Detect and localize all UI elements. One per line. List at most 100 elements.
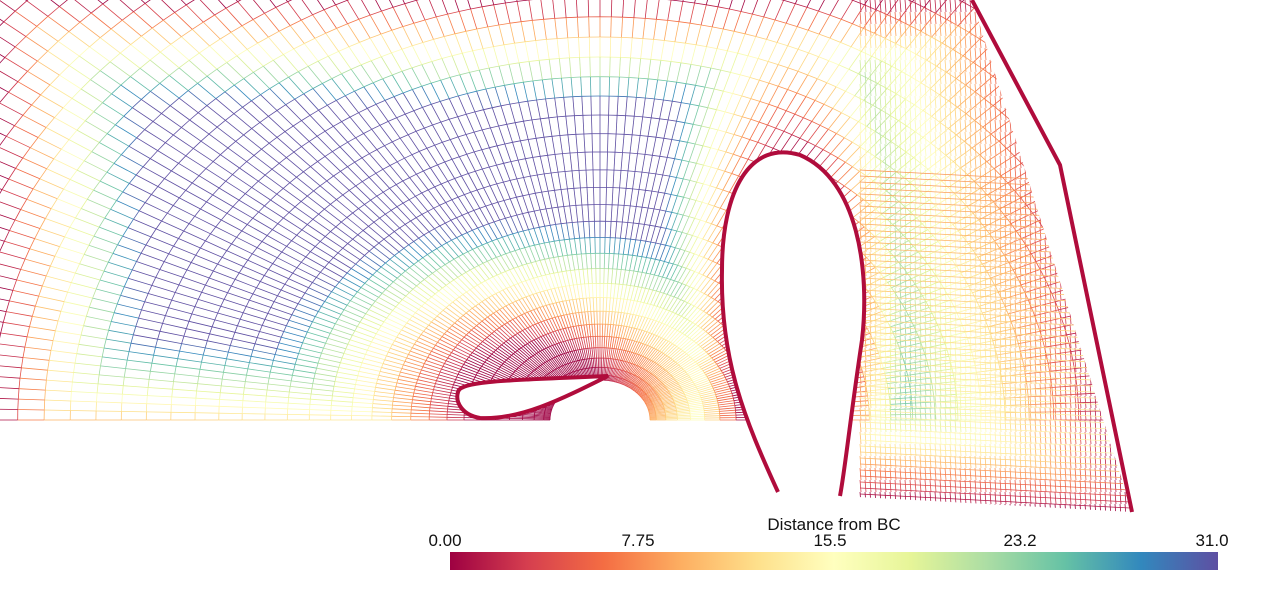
mesh-edge (1039, 82, 1050, 92)
mesh-edge (632, 134, 641, 136)
mesh-edge (112, 244, 118, 254)
mesh-edge (1235, 386, 1236, 397)
mesh-edge (375, 329, 379, 335)
mesh-edge (307, 219, 314, 225)
mesh-edge (518, 158, 526, 161)
mesh-edge (459, 72, 470, 76)
mesh-edge (4, 46, 16, 58)
mesh-edge (527, 310, 531, 313)
mesh-edge (1213, 285, 1217, 296)
mesh-edge (264, 313, 269, 320)
mesh-edge (720, 69, 731, 73)
mesh-edge (483, 185, 491, 189)
mesh-edge (474, 265, 479, 269)
mesh-edge (1120, 55, 1132, 66)
mesh-edge (223, 292, 228, 300)
mesh-edge (621, 269, 626, 271)
mesh-edge (534, 243, 540, 246)
mesh-edge (181, 335, 185, 344)
mesh-edge (317, 357, 321, 364)
mesh-edge (357, 287, 362, 293)
mesh-edge (523, 229, 529, 232)
mesh-edge (1130, 139, 1132, 150)
mesh-edge (166, 205, 174, 214)
mesh-edge (394, 251, 400, 256)
mesh-edge (1182, 399, 1183, 409)
mesh-edge (658, 275, 663, 278)
mesh-edge (212, 187, 220, 196)
mesh-edge (410, 217, 417, 222)
mesh-edge (404, 0, 417, 5)
mesh-edge (258, 174, 266, 182)
mesh-edge (145, 236, 152, 246)
mesh-edge (220, 213, 228, 221)
mesh-edge (47, 41, 59, 52)
mesh-edge (535, 191, 542, 194)
mesh-edge (268, 372, 271, 379)
mesh-edge (561, 270, 567, 273)
mesh-edge (886, 219, 893, 225)
mesh-edge (1054, 3, 1067, 13)
mesh-edge (442, 284, 447, 289)
mesh-edge (238, 266, 244, 274)
mesh-edge (83, 151, 93, 162)
mesh-edge (350, 263, 356, 269)
mesh-edge (123, 368, 126, 378)
mesh-edge (466, 151, 475, 155)
mesh-edge (749, 139, 758, 143)
mesh-edge (402, 177, 410, 182)
mesh-edge (710, 335, 714, 338)
mesh-edge (624, 133, 633, 136)
mesh-edge (276, 104, 286, 111)
mesh-edge (382, 359, 386, 364)
mesh-edge (415, 127, 425, 132)
mesh-edge (83, 245, 90, 255)
mesh-edge (431, 101, 441, 105)
mesh-edge (497, 236, 503, 240)
mesh-edge (674, 280, 679, 283)
mesh-edge (567, 133, 576, 136)
mesh-edge (741, 136, 750, 140)
mesh-edge (441, 180, 449, 185)
mesh-edge (444, 261, 450, 265)
mesh-edge (419, 147, 428, 152)
mesh-edge (768, 61, 779, 65)
mesh-edge (479, 67, 490, 71)
mesh-edge (687, 319, 691, 322)
mesh-edge (559, 300, 563, 303)
mesh-edge (487, 314, 491, 318)
mesh-edge (358, 14, 371, 20)
mesh-edge (413, 107, 423, 112)
mesh-edge (1128, 0, 1132, 7)
mesh-edge (693, 305, 698, 309)
mesh-edge (1136, 302, 1139, 312)
mesh-edge (693, 287, 698, 291)
mesh-edge (334, 281, 340, 288)
mesh-edge (1046, 121, 1056, 130)
mesh-edge (1152, 16, 1163, 26)
mesh-edge (439, 336, 443, 340)
mesh-edge (502, 287, 507, 291)
mesh-edge (354, 157, 363, 163)
mesh-edge (274, 348, 278, 355)
mesh-edge (891, 287, 896, 294)
mesh-edge (1084, 124, 1094, 134)
mesh-edge (457, 134, 467, 138)
mesh-edge (237, 319, 241, 326)
mesh-edge (267, 307, 272, 314)
mesh-edge (424, 275, 429, 280)
mesh-edge (465, 269, 471, 273)
mesh-edge (430, 164, 438, 169)
mesh-edge (0, 322, 4, 334)
mesh-edge (64, 227, 71, 238)
mesh-edge (450, 217, 457, 221)
mesh-edge (291, 234, 297, 241)
mesh-edge (1267, 101, 1276, 113)
mesh-edge (848, 68, 859, 75)
mesh-edge (424, 124, 433, 129)
mesh-edge (527, 99, 537, 102)
mesh-edge (1099, 37, 1111, 48)
mesh-edge (321, 301, 326, 307)
mesh-edge (367, 345, 370, 351)
